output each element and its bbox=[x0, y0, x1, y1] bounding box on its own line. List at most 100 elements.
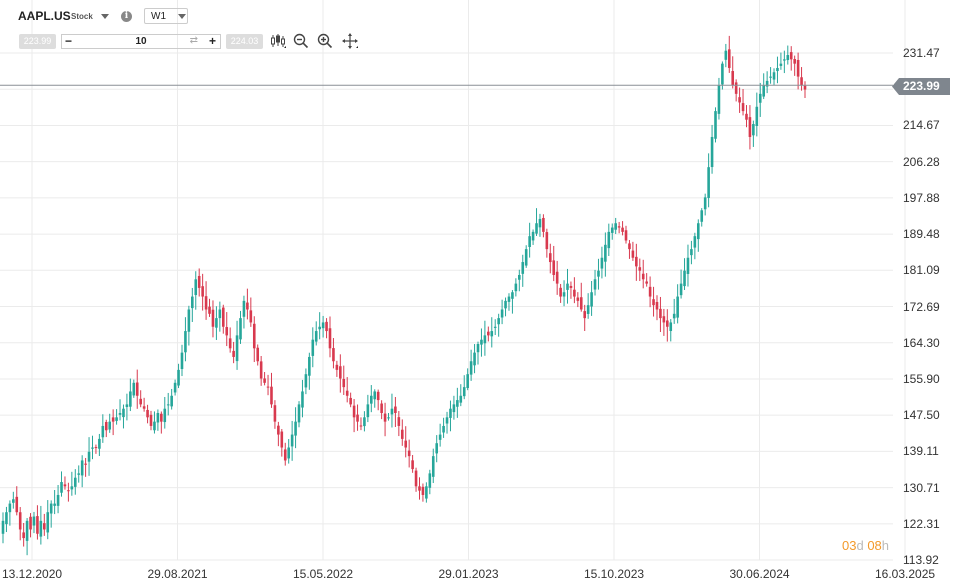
candle-body bbox=[345, 390, 349, 396]
candle-body bbox=[758, 93, 762, 103]
candle-body bbox=[115, 417, 118, 421]
candle-body bbox=[490, 331, 494, 337]
y-axis-tick-label: 147.50 bbox=[903, 408, 940, 423]
candle-body bbox=[256, 347, 260, 362]
candle-body bbox=[693, 236, 697, 248]
candle-body bbox=[325, 321, 328, 332]
zoom-in-icon[interactable] bbox=[317, 33, 333, 49]
candle-body bbox=[669, 322, 673, 332]
candle-body bbox=[731, 71, 735, 86]
candle-body bbox=[46, 512, 50, 533]
candle-body bbox=[590, 292, 593, 307]
candle-body bbox=[225, 327, 229, 336]
candle-body bbox=[717, 85, 721, 114]
timeframe-select[interactable]: W1 bbox=[144, 8, 188, 24]
candle-body bbox=[294, 421, 297, 436]
candle-body bbox=[442, 425, 445, 433]
candle-body bbox=[772, 72, 776, 80]
candles-icon[interactable] bbox=[270, 33, 286, 49]
candle-body bbox=[29, 516, 32, 530]
info-icon[interactable]: i bbox=[121, 11, 132, 22]
candle-body bbox=[583, 311, 587, 319]
candle-body bbox=[755, 106, 759, 126]
decrease-quantity-button[interactable]: − bbox=[65, 34, 73, 48]
candle-body bbox=[548, 253, 552, 263]
candle-body bbox=[507, 296, 511, 302]
candle-body bbox=[363, 417, 366, 427]
sell-price-box[interactable]: 223.99 bbox=[19, 34, 56, 49]
candle-body bbox=[70, 486, 74, 490]
buy-price-box[interactable]: 224.03 bbox=[226, 34, 263, 49]
y-axis-tick-label: 189.48 bbox=[903, 227, 940, 242]
crosshair-icon[interactable] bbox=[342, 33, 358, 49]
candle-body bbox=[511, 292, 514, 299]
x-axis-tick-label: 15.05.2022 bbox=[293, 567, 354, 581]
symbol-name[interactable]: AAPL.US bbox=[18, 9, 71, 23]
candle-body bbox=[149, 414, 153, 426]
y-axis-tick-label: 231.47 bbox=[903, 46, 940, 60]
candle-body bbox=[597, 270, 600, 277]
y-axis-tick-label: 181.09 bbox=[903, 263, 940, 278]
zoom-out-icon[interactable] bbox=[293, 33, 309, 49]
symbol-dropdown-caret-icon[interactable] bbox=[101, 14, 109, 19]
candle-body bbox=[645, 281, 648, 284]
candle-body bbox=[445, 417, 449, 424]
y-axis-tick-label: 130.71 bbox=[903, 480, 940, 495]
candle-body bbox=[135, 382, 139, 396]
current-price-label: 223.99 bbox=[903, 79, 940, 93]
candle-body bbox=[497, 318, 500, 325]
candle-body bbox=[239, 318, 242, 340]
swap-icon[interactable]: ⇄ bbox=[189, 35, 198, 46]
candle-body bbox=[545, 232, 549, 250]
candle-body bbox=[411, 460, 414, 470]
candle-body bbox=[383, 413, 387, 422]
increase-quantity-button[interactable]: + bbox=[208, 34, 216, 48]
candle-body bbox=[666, 320, 669, 327]
candle-body bbox=[63, 484, 67, 487]
candle-body bbox=[793, 59, 796, 64]
candle-body bbox=[270, 386, 273, 405]
candle-body bbox=[518, 274, 521, 280]
candle-body bbox=[714, 111, 717, 139]
candle-body bbox=[252, 323, 256, 349]
candle-body bbox=[328, 328, 332, 349]
countdown-days-value: 03 bbox=[842, 538, 857, 553]
symbol-type: Stock bbox=[71, 12, 93, 21]
candle-body bbox=[87, 451, 91, 462]
candle-body bbox=[631, 250, 635, 258]
candle-body bbox=[776, 67, 779, 72]
candle-body bbox=[617, 226, 621, 228]
x-axis-tick-label: 16.03.2025 bbox=[875, 567, 936, 581]
candle-body bbox=[703, 197, 707, 210]
candle-body bbox=[290, 434, 294, 447]
candle-body bbox=[462, 387, 466, 397]
candle-body bbox=[132, 382, 136, 396]
candle-body bbox=[552, 260, 556, 275]
candle-body bbox=[125, 404, 129, 407]
candle-body bbox=[696, 223, 700, 240]
quantity-stepper[interactable]: − 10 ⇄ + bbox=[61, 34, 221, 49]
candle-body bbox=[803, 85, 807, 90]
candle-body bbox=[373, 391, 377, 400]
candle-body bbox=[129, 391, 132, 407]
candle-body bbox=[421, 486, 425, 495]
quantity-value[interactable]: 10 bbox=[135, 36, 147, 47]
candle-body bbox=[531, 231, 535, 241]
candle-body bbox=[648, 286, 652, 297]
candle-body bbox=[139, 398, 142, 405]
candle-body bbox=[366, 404, 370, 418]
candle-body bbox=[679, 283, 683, 296]
candle-body bbox=[98, 438, 101, 449]
candle-body bbox=[49, 503, 53, 514]
candle-body bbox=[111, 417, 115, 422]
timeframe-caret-icon bbox=[178, 14, 186, 19]
candle-body bbox=[652, 299, 655, 306]
candle-body bbox=[738, 97, 741, 103]
candle-body bbox=[397, 417, 401, 426]
candle-body bbox=[246, 302, 249, 310]
candle-body bbox=[53, 503, 56, 506]
candle-body bbox=[208, 306, 211, 314]
candle-body bbox=[555, 271, 559, 284]
candle-body bbox=[480, 339, 483, 345]
